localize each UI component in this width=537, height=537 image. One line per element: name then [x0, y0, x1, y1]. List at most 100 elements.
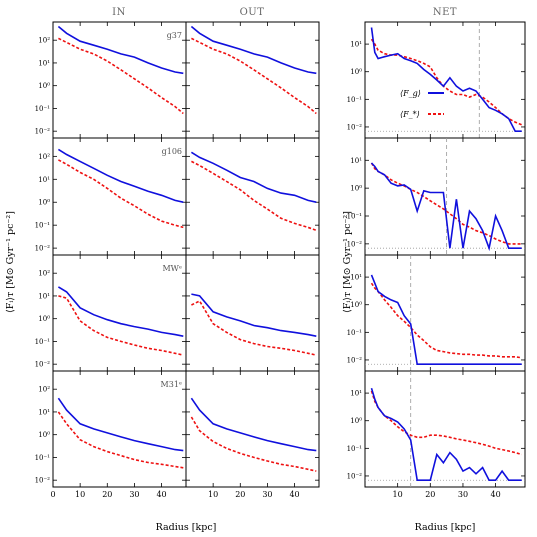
- y-tick-label: 10⁰: [350, 301, 362, 309]
- y-tick-label: 10⁰: [38, 199, 50, 207]
- y-tick-label: 10⁻¹: [35, 222, 51, 230]
- gas-flux-line: [57, 25, 184, 75]
- y-tick-label: 10⁰: [350, 185, 362, 193]
- panel-frame: [364, 370, 526, 488]
- panel-r1-c1: g106: [162, 137, 320, 256]
- panel-r0-c2: 10⁻² 10⁻¹ 10⁰ 10¹: [347, 21, 526, 139]
- y-tick-label: 10¹: [350, 41, 362, 49]
- x-tick-label: 30: [458, 490, 468, 499]
- column-title-out: OUT: [240, 7, 265, 18]
- stars-flux-line: [370, 162, 522, 245]
- y-tick-label: 10⁻¹: [347, 213, 363, 221]
- column-title-in: IN: [112, 7, 126, 18]
- panel-frame: [364, 254, 526, 372]
- y-tick-label: 10²: [38, 37, 50, 45]
- gas-flux-line: [370, 387, 522, 481]
- y-tick-label: 10²: [38, 153, 50, 161]
- x-tick-label: 10: [75, 490, 85, 499]
- y-tick-label: 10⁻¹: [347, 96, 363, 104]
- y-tick-label: 10²: [38, 270, 50, 278]
- stars-flux-line: [370, 390, 522, 456]
- x-tick-label: 0: [50, 490, 55, 499]
- x-tick-label: 40: [156, 490, 166, 499]
- panel-r2-c2: 10⁻² 10⁻¹ 10⁰ 10¹: [347, 254, 526, 372]
- x-axis-label-left: Radius [kpc]: [156, 522, 217, 533]
- panel-r2-c1: MWᵉ: [162, 254, 320, 372]
- panel-r3-c0: 10⁻² 10⁻¹ 10⁰ 10¹ 10² 0 10 20 30 40: [35, 370, 187, 499]
- panel-frame: [185, 21, 320, 139]
- x-tick-label: 20: [235, 490, 245, 499]
- panel-label-2: MWᵉ: [162, 264, 182, 273]
- x-tick-label: 30: [129, 490, 139, 499]
- y-tick-label: 10⁻²: [347, 356, 363, 364]
- stars-flux-line: [58, 159, 184, 229]
- stars-flux-line: [370, 282, 522, 359]
- gas-flux-line: [370, 274, 522, 365]
- y-tick-label: 10¹: [38, 292, 50, 300]
- y-tick-label: 10¹: [38, 59, 50, 67]
- x-tick-label: 20: [102, 490, 112, 499]
- gas-flux-line: [190, 25, 317, 75]
- panel-r1-c2: 10⁻² 10⁻¹ 10⁰ 10¹: [347, 137, 526, 256]
- stars-flux-line: [191, 160, 317, 232]
- y-tick-label: 10⁻²: [35, 477, 51, 485]
- panel-frame: [185, 370, 320, 488]
- panel-frame: [364, 137, 526, 256]
- y-tick-label: 10⁻²: [35, 361, 51, 369]
- y-tick-label: 10⁰: [38, 82, 50, 90]
- x-tick-label: 40: [289, 490, 299, 499]
- stars-flux-line: [57, 411, 184, 469]
- stars-flux-line: [191, 37, 317, 115]
- y-tick-label: 10⁻¹: [35, 454, 51, 462]
- panel-frame: [364, 21, 526, 139]
- column-title-net: NET: [433, 7, 457, 18]
- x-axis-label-right: Radius [kpc]: [415, 522, 476, 533]
- y-tick-label: 10⁻²: [347, 123, 363, 131]
- gas-flux-line: [190, 151, 317, 203]
- y-tick-label: 10⁻¹: [347, 445, 363, 453]
- legend-stars-label: ⟨F_*⟩: [400, 110, 420, 119]
- y-tick-label: 10²: [38, 386, 50, 394]
- x-tick-label: 10: [208, 490, 218, 499]
- panel-label-0: g37: [167, 31, 182, 40]
- y-tick-label: 10¹: [38, 408, 50, 416]
- stars-flux-line: [191, 299, 317, 356]
- stars-flux-line: [58, 295, 184, 356]
- panel-r3-c2: 10⁻² 10⁻¹ 10⁰ 10¹ 10 20 30 40: [347, 370, 526, 499]
- y-tick-label: 10⁻²: [347, 240, 363, 248]
- panel-label-1: g106: [162, 147, 182, 156]
- y-tick-label: 10¹: [350, 390, 362, 398]
- y-axis-label-left: ⟨Fᵢ⟩ᴛ [M⊙ Gyr⁻¹ pc⁻²]: [5, 211, 16, 313]
- gas-flux-line: [370, 162, 522, 252]
- gas-flux-line: [57, 148, 184, 203]
- gas-flux-line: [370, 27, 522, 132]
- panels: 10⁻²10⁻¹10⁰10¹10²g3710⁻²10⁻¹10⁰10¹10⁻²10…: [35, 21, 526, 499]
- x-tick-label: 40: [491, 490, 501, 499]
- y-axis-label-right: ⟨Fᵢ⟩ᴛ [M⊙ Gyr⁻¹ pc⁻²]: [342, 211, 353, 313]
- gas-flux-line: [57, 397, 184, 452]
- y-tick-label: 10⁰: [350, 417, 362, 425]
- gas-flux-line: [57, 286, 184, 337]
- y-tick-label: 10⁰: [350, 68, 362, 76]
- y-tick-label: 10⁻²: [35, 245, 51, 253]
- panel-r3-c1: 10 20 30 40 M31ᵉ: [161, 370, 320, 499]
- panel-label-3: M31ᵉ: [161, 380, 182, 389]
- stars-flux-line: [58, 37, 184, 115]
- y-tick-label: 10⁰: [38, 315, 50, 323]
- gas-flux-line: [190, 397, 317, 452]
- panel-r0-c0: 10⁻² 10⁻¹ 10⁰ 10¹ 10²: [35, 21, 187, 139]
- y-tick-label: 10⁻²: [35, 128, 51, 136]
- gas-flux-line: [191, 293, 317, 337]
- y-tick-label: 10¹: [350, 274, 362, 282]
- y-tick-label: 10⁻¹: [35, 105, 51, 113]
- legend-gas-label: ⟨F_g⟩: [400, 89, 421, 98]
- stars-flux-line: [190, 416, 317, 472]
- x-tick-label: 10: [393, 490, 403, 499]
- y-tick-label: 10⁻¹: [35, 338, 51, 346]
- y-tick-label: 10⁻¹: [347, 329, 363, 337]
- x-tick-label: 30: [262, 490, 272, 499]
- y-tick-label: 10¹: [350, 157, 362, 165]
- y-tick-label: 10⁻²: [347, 472, 363, 480]
- y-tick-label: 10¹: [38, 176, 50, 184]
